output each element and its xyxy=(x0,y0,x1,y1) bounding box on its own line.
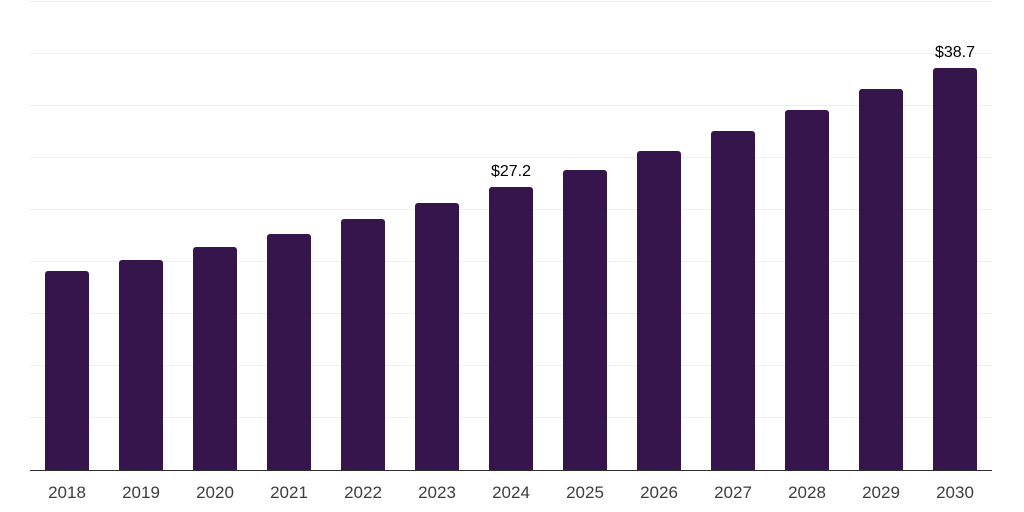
gridline xyxy=(30,157,992,158)
x-tick-2022: 2022 xyxy=(344,483,382,502)
bar-2020 xyxy=(193,247,237,470)
value-label-2024: $27.2 xyxy=(490,163,532,181)
plot-area: $27.2 $38.7 xyxy=(30,1,992,471)
gridline xyxy=(30,105,992,106)
x-tick-2021: 2021 xyxy=(270,483,308,502)
bar-2027 xyxy=(711,130,755,470)
bar-2021 xyxy=(267,233,311,470)
x-tick-2019: 2019 xyxy=(122,483,160,502)
x-tick-2030: 2030 xyxy=(936,483,974,502)
bar-2025 xyxy=(563,170,607,470)
x-tick-2024: 2024 xyxy=(492,483,530,502)
bar-2018 xyxy=(45,271,89,470)
x-tick-2025: 2025 xyxy=(566,483,604,502)
bar-2019 xyxy=(119,259,163,470)
bar-2028 xyxy=(785,110,829,470)
x-tick-2018: 2018 xyxy=(48,483,86,502)
x-axis: 2018 2019 2020 2021 2022 2023 2024 2025 2026 2027… xyxy=(30,484,992,508)
gridline xyxy=(30,1,992,2)
x-tick-2029: 2029 xyxy=(862,483,900,502)
bar-2029 xyxy=(859,89,903,470)
value-label-2030: $38.7 xyxy=(934,43,976,61)
x-tick-2023: 2023 xyxy=(418,483,456,502)
x-tick-2027: 2027 xyxy=(714,483,752,502)
bar-2024 xyxy=(489,187,533,470)
bar-2022 xyxy=(341,219,385,470)
gridline xyxy=(30,53,992,54)
x-tick-2026: 2026 xyxy=(640,483,678,502)
bar-2023 xyxy=(415,202,459,470)
bar-2026 xyxy=(637,150,681,470)
x-tick-2028: 2028 xyxy=(788,483,826,502)
bar-2030 xyxy=(933,67,977,470)
x-tick-2020: 2020 xyxy=(196,483,234,502)
